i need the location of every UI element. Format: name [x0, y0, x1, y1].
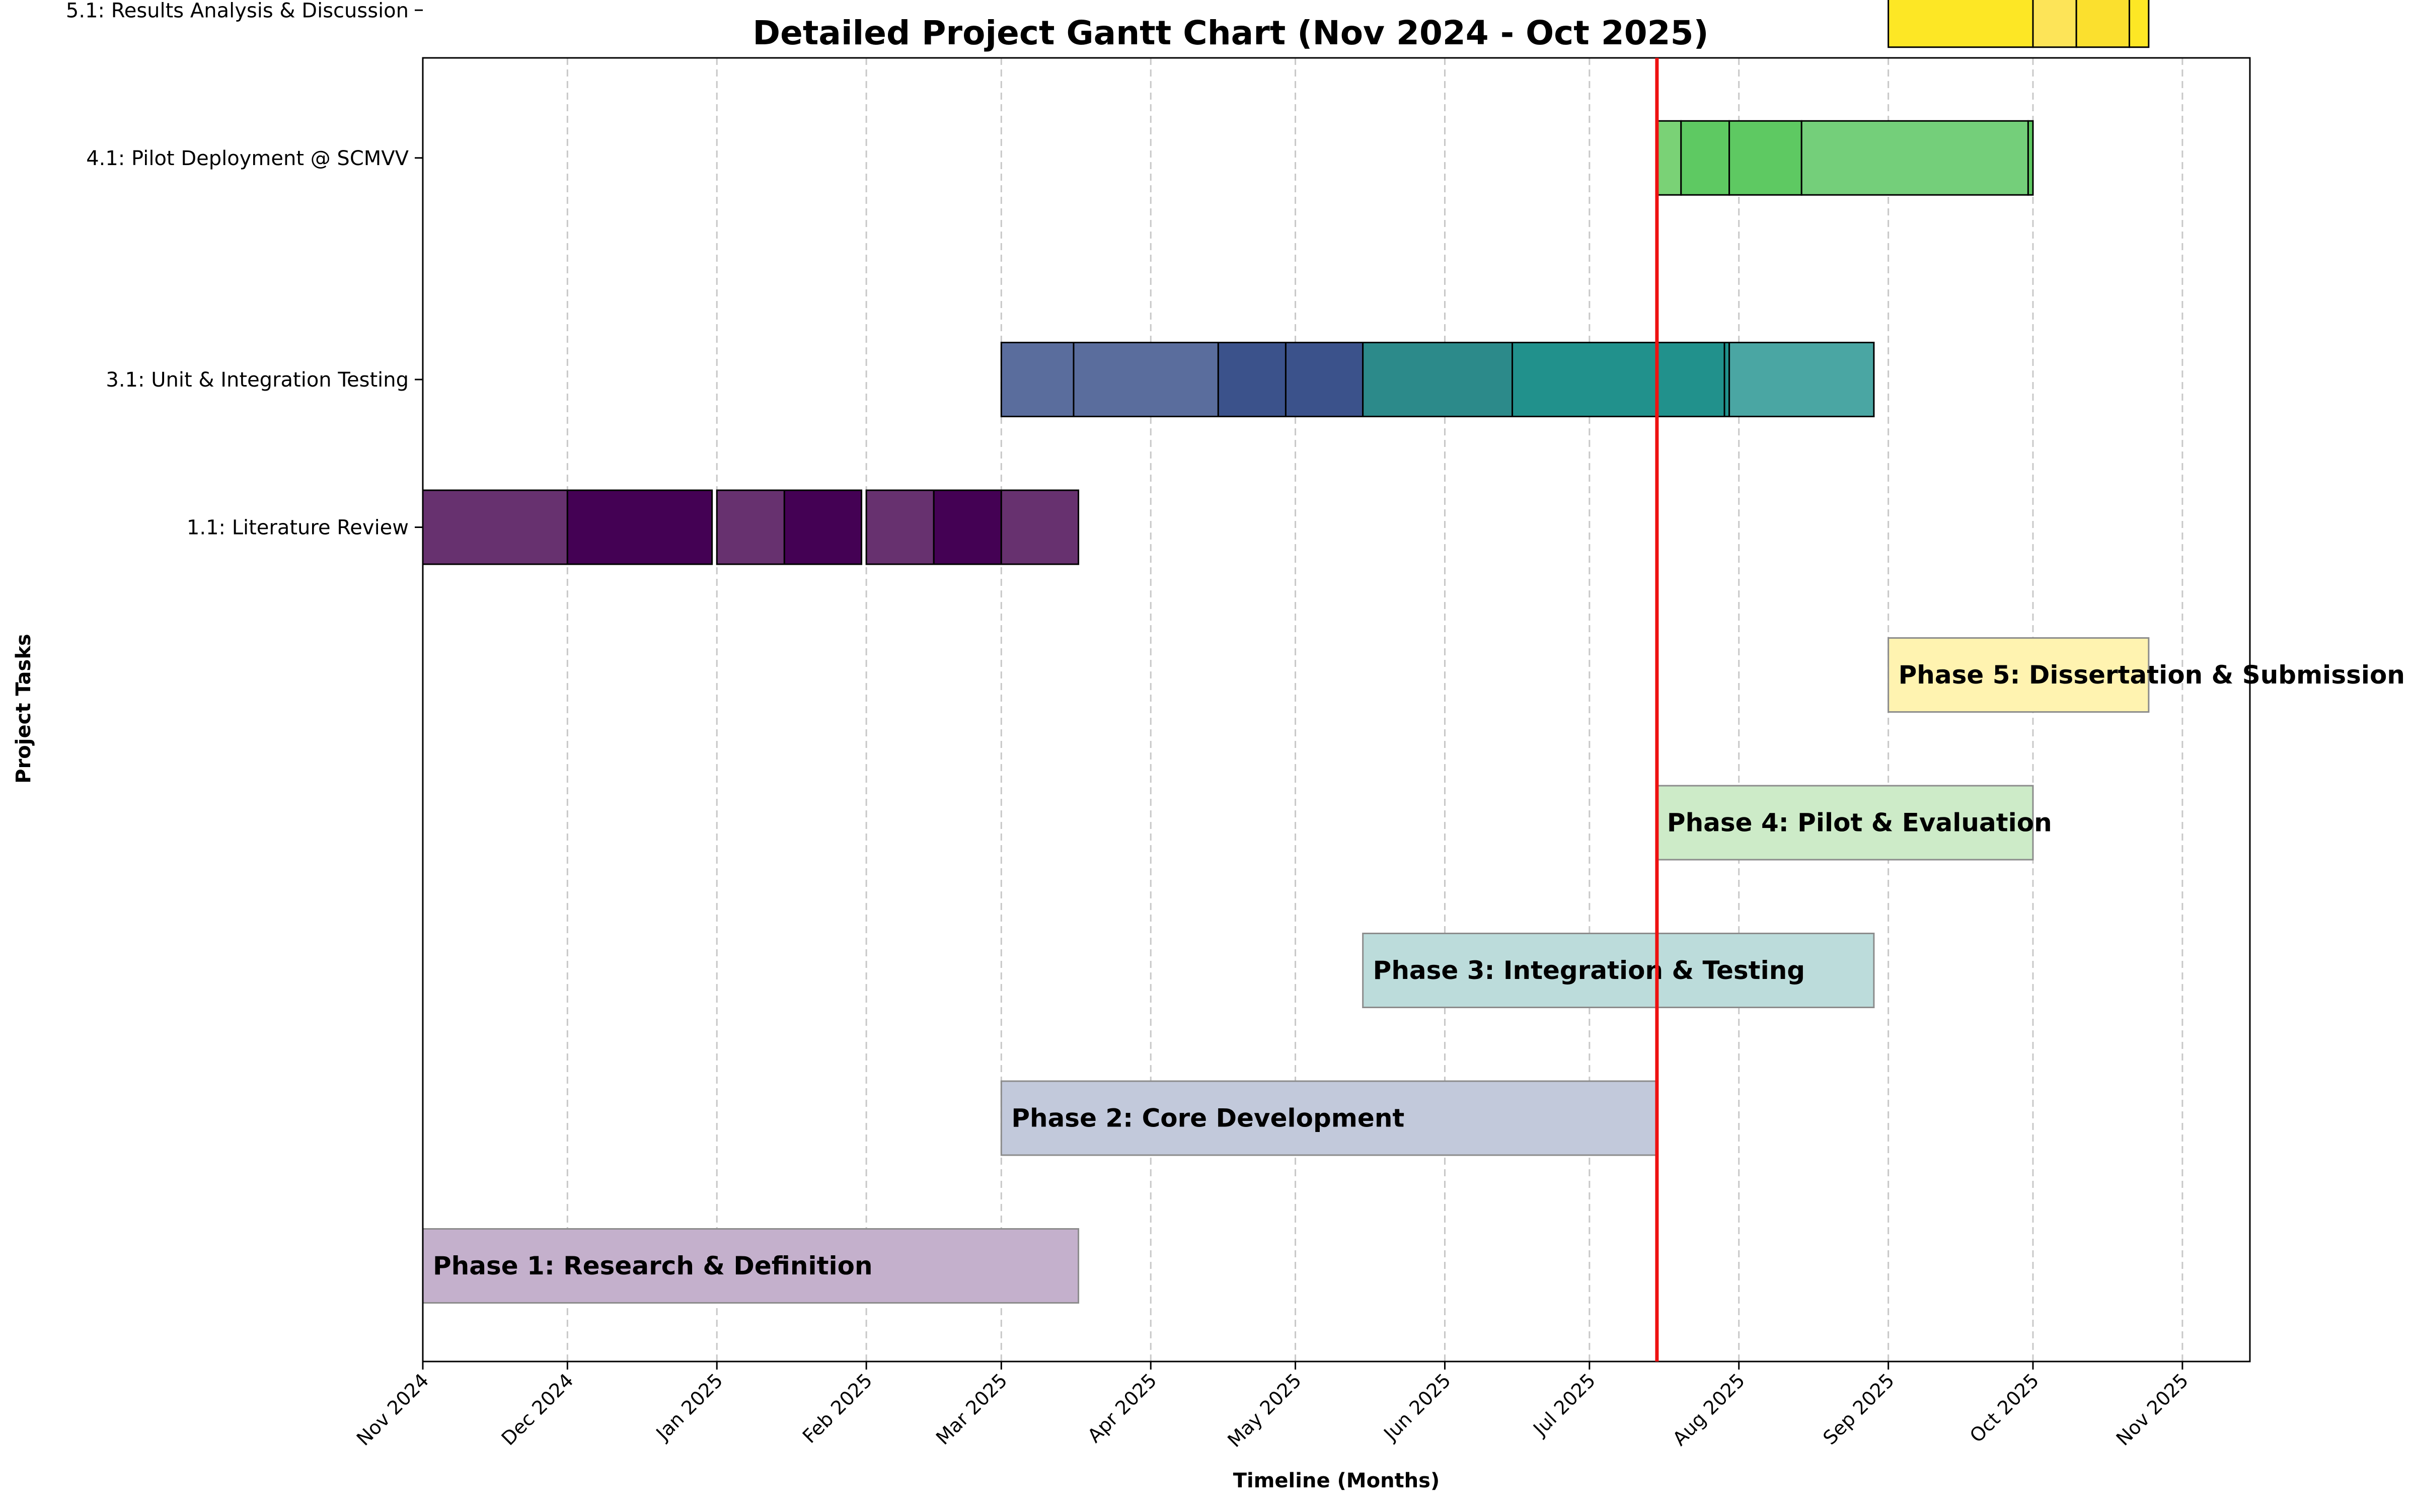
phase-label-5: Phase 5: Dissertation & Submission [1899, 660, 2405, 690]
task-bar-4-1-segment-2 [1680, 120, 1730, 196]
task-bar-1-1-segment-5 [865, 489, 935, 565]
phase-layer [422, 637, 2150, 1304]
phase-text-layer: Phase 1: Research & Definition Phase 2: C… [433, 58, 2405, 1362]
task-bar-4-1-segment-5 [2027, 120, 2034, 196]
task-bar-1-1-segment-6 [933, 489, 1002, 565]
task-bar-3-1-segment-2 [1073, 342, 1219, 417]
task-bar-1-1-segment-7 [1000, 489, 1080, 565]
task-bar-5-1-segment-4 [2129, 0, 2150, 48]
task-bar-1-1-segment-2 [566, 489, 713, 565]
plot-frame [422, 57, 2251, 1363]
phase-bar-1 [422, 1228, 1080, 1304]
phase-bar-2 [1000, 1080, 1658, 1156]
y-tick-label-1-1: 1.1: Literature Review [187, 516, 409, 540]
x-axis-label: Timeline (Months) [1233, 1469, 1440, 1492]
phase-bar-3 [1362, 933, 1875, 1008]
phase-label-2: Phase 2: Core Development [1011, 1104, 1404, 1133]
task-bar-3-1-segment-4 [1285, 342, 1364, 417]
phase-label-1: Phase 1: Research & Definition [433, 1251, 873, 1280]
task-bar-3-1-segment-8 [1728, 342, 1875, 417]
task-bar-3-1-segment-3 [1217, 342, 1287, 417]
task-bar-3-1-segment-6 [1512, 342, 1725, 417]
task-layer [422, 0, 2150, 565]
phase-bar-5 [1887, 637, 2150, 713]
task-bar-3-1-segment-1 [1000, 342, 1075, 417]
phase-label-4: Phase 4: Pilot & Evaluation [1667, 808, 2052, 838]
chart-title: Detailed Project Gantt Chart (Nov 2024 -… [752, 14, 1708, 52]
phase-bar-4 [1656, 785, 2034, 861]
phase-label-3: Phase 3: Integration & Testing [1373, 956, 1805, 985]
task-bar-4-1-segment-1 [1656, 120, 1682, 196]
task-bar-4-1-segment-4 [1800, 120, 2029, 196]
y-tick-label-4-1: 4.1: Pilot Deployment @ SCMVV [86, 147, 409, 170]
task-bar-5-1-segment-1 [1887, 0, 2034, 48]
task-bar-1-1-segment-3 [716, 489, 785, 565]
task-bar-1-1-segment-1 [422, 489, 568, 565]
task-bar-5-1-segment-2 [2032, 0, 2077, 48]
y-tick-label-3-1: 3.1: Unit & Integration Testing [106, 368, 409, 392]
y-tick-label-5-1: 5.1: Results Analysis & Discussion [66, 0, 409, 22]
task-bar-3-1-segment-5 [1362, 342, 1514, 417]
task-bar-5-1-segment-3 [2075, 0, 2131, 48]
task-bar-4-1-segment-3 [1728, 120, 1802, 196]
task-bar-1-1-segment-4 [783, 489, 863, 565]
y-axis-label: Project Tasks [12, 634, 35, 783]
